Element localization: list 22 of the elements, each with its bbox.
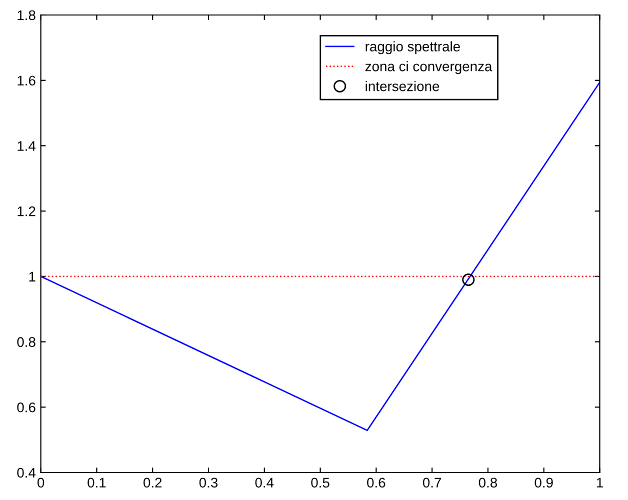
x-tick-label: 0 — [38, 478, 44, 488]
y-tick-label: 1.6 — [18, 76, 36, 86]
x-tick-label: 1 — [596, 478, 603, 488]
x-tick-label: 0.6 — [367, 478, 386, 488]
y-tick-label: 1.2 — [18, 206, 36, 216]
x-tick-label: 0.1 — [88, 478, 106, 488]
legend-label: raggio spettrale — [366, 41, 460, 54]
y-tick-label: 1.8 — [18, 10, 36, 20]
y-tick-label: 0.6 — [17, 402, 36, 412]
legend-label: zona ci convergenza — [365, 61, 492, 74]
y-tick-label: 0.8 — [17, 337, 36, 347]
x-tick-label: 0.5 — [311, 478, 330, 488]
x-tick-label: 0.7 — [422, 478, 442, 488]
x-tick-label: 0.9 — [534, 478, 553, 488]
x-tick-label: 0.4 — [255, 478, 274, 488]
y-tick-label: 1 — [29, 272, 36, 282]
y-tick-label: 0.4 — [17, 468, 36, 478]
y-tick-label: 1.4 — [18, 141, 36, 151]
legend-label: intersezione — [366, 81, 440, 92]
x-tick-label: 0.8 — [478, 478, 498, 488]
x-tick-label: 0.3 — [199, 478, 218, 488]
x-tick-label: 0.2 — [143, 478, 162, 488]
